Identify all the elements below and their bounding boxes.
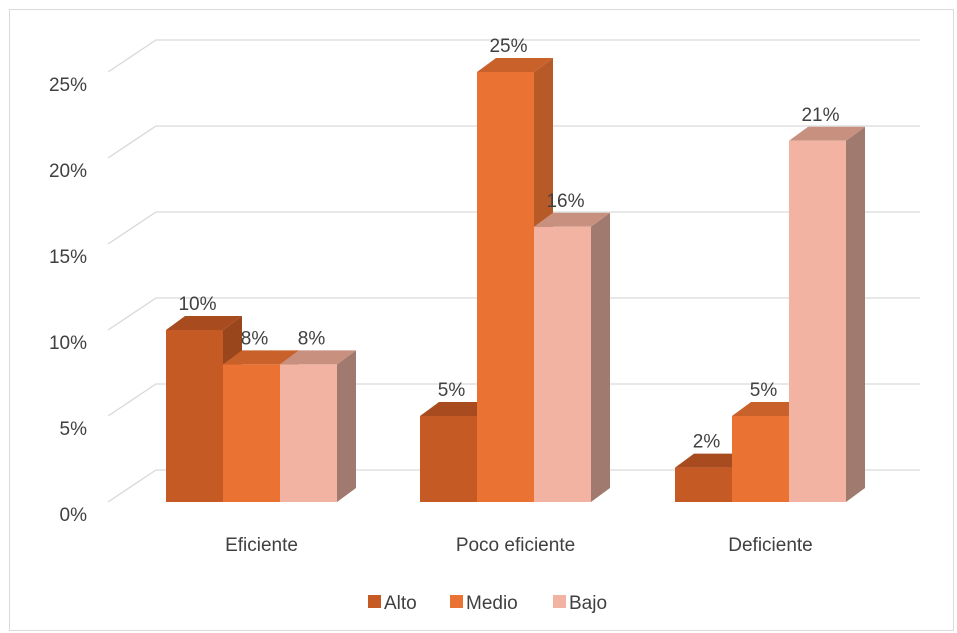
y-tick-label: 15% [49,247,87,268]
data-labels: 10% 8% 8% 5% 25% 16% 2% 5% 21% [178,36,839,453]
legend-swatch [368,595,381,608]
bar-front [280,364,337,502]
bar-front [534,226,591,503]
data-label: 21% [801,105,839,126]
legend: Alto Medio Bajo [368,593,607,614]
x-category-label: Deficiente [728,535,813,556]
bar-front [789,140,846,503]
data-label: 8% [298,328,326,349]
legend-item: Bajo [553,593,607,614]
x-category-label: Eficiente [225,535,298,556]
bar-front [477,72,534,502]
y-tick-label: 20% [49,161,87,182]
gridline [107,39,920,73]
bar-front [223,364,280,502]
bar-side [846,126,865,503]
gridline [107,211,920,245]
y-tick-label: 5% [60,419,88,440]
data-label: 8% [241,328,269,349]
gridline [107,297,920,331]
y-axis-ticks: 0% 5% 10% 15% 20% 25% [49,75,87,526]
y-tick-label: 0% [60,505,88,526]
data-label: 5% [750,380,778,401]
bar-front [732,416,789,502]
data-label: 25% [489,36,527,57]
bars [166,58,865,503]
data-label: 10% [178,294,216,315]
legend-label: Alto [384,593,417,614]
bar-front [675,467,732,502]
bar-side [591,212,610,503]
gridline [107,469,920,503]
bar-top [223,350,299,365]
x-category-label: Poco eficiente [456,535,575,556]
legend-item: Medio [450,593,518,614]
gridline [107,125,920,159]
bar [534,212,610,503]
bar [789,126,865,503]
legend-label: Bajo [569,593,607,614]
bar-front [166,330,223,502]
y-tick-label: 10% [49,333,87,354]
bar-top [166,316,242,330]
legend-swatch [450,595,463,608]
bar-top [534,212,610,227]
data-label: 5% [438,380,466,401]
legend-label: Medio [466,593,518,614]
bar-top [789,126,865,141]
bar-top [477,58,553,72]
legend-item: Alto [368,593,417,614]
bar-side [337,350,356,502]
data-label: 2% [693,432,721,453]
bar-top [280,350,356,365]
y-tick-label: 25% [49,75,87,96]
gridline [107,383,920,417]
x-axis-categories: Eficiente Poco eficiente Deficiente [225,535,813,556]
data-label: 16% [546,191,584,212]
legend-swatch [553,595,566,608]
bar [280,350,356,502]
gridlines [107,39,920,503]
bar-front [420,416,477,502]
